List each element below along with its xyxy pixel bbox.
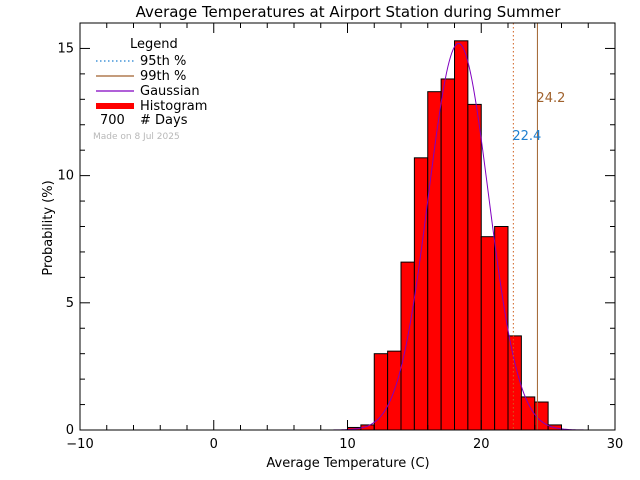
histogram-bar xyxy=(480,236,496,431)
y-tick-label: 5 xyxy=(66,296,74,311)
histogram-bar xyxy=(373,353,389,431)
chart-title: Average Temperatures at Airport Station … xyxy=(136,3,562,21)
histogram-bar xyxy=(413,157,429,431)
percentile-95-label: 22.4 xyxy=(512,129,541,144)
legend: Legend 95th % 99th % Gaussian Histogram … xyxy=(93,37,207,142)
histogram-bar xyxy=(454,40,469,431)
histogram-bar xyxy=(400,261,415,431)
gaussian-curve xyxy=(320,42,601,431)
legend-label-gaussian: Gaussian xyxy=(140,84,200,99)
histogram-bar xyxy=(440,78,455,431)
gaussian-curve-layer xyxy=(320,42,601,431)
x-axis-label: Average Temperature (C) xyxy=(266,456,429,471)
x-tick-label: 0 xyxy=(210,437,218,452)
histogram-bar xyxy=(427,91,442,431)
legend-label-99th: 99th % xyxy=(140,69,186,84)
x-tick-label: 10 xyxy=(339,437,356,452)
made-on-note: Made on 8 Jul 2025 xyxy=(93,132,180,142)
x-tick-label: 20 xyxy=(473,437,490,452)
histogram-bar xyxy=(520,396,536,431)
x-tick-label: −10 xyxy=(66,437,93,452)
legend-days-label: # Days xyxy=(140,113,188,128)
y-tick-label: 15 xyxy=(57,41,74,56)
histogram-bar xyxy=(467,103,482,431)
percentile-99-label: 24.2 xyxy=(536,91,565,106)
x-tick-label: 30 xyxy=(607,437,624,452)
legend-days-count: 700 xyxy=(100,113,125,128)
y-tick-label: 10 xyxy=(57,169,74,184)
legend-label-95th: 95th % xyxy=(140,54,186,69)
legend-title: Legend xyxy=(130,37,178,52)
legend-label-histogram: Histogram xyxy=(140,99,207,114)
y-axis-label: Probability (%) xyxy=(41,180,56,275)
histogram-bar xyxy=(534,401,549,431)
y-tick-label: 0 xyxy=(66,423,74,438)
plot-frame xyxy=(79,22,616,431)
histogram-bars xyxy=(347,40,562,431)
percentile-lines-layer: 22.4 24.2 xyxy=(512,23,565,430)
histogram-bar xyxy=(507,335,522,431)
